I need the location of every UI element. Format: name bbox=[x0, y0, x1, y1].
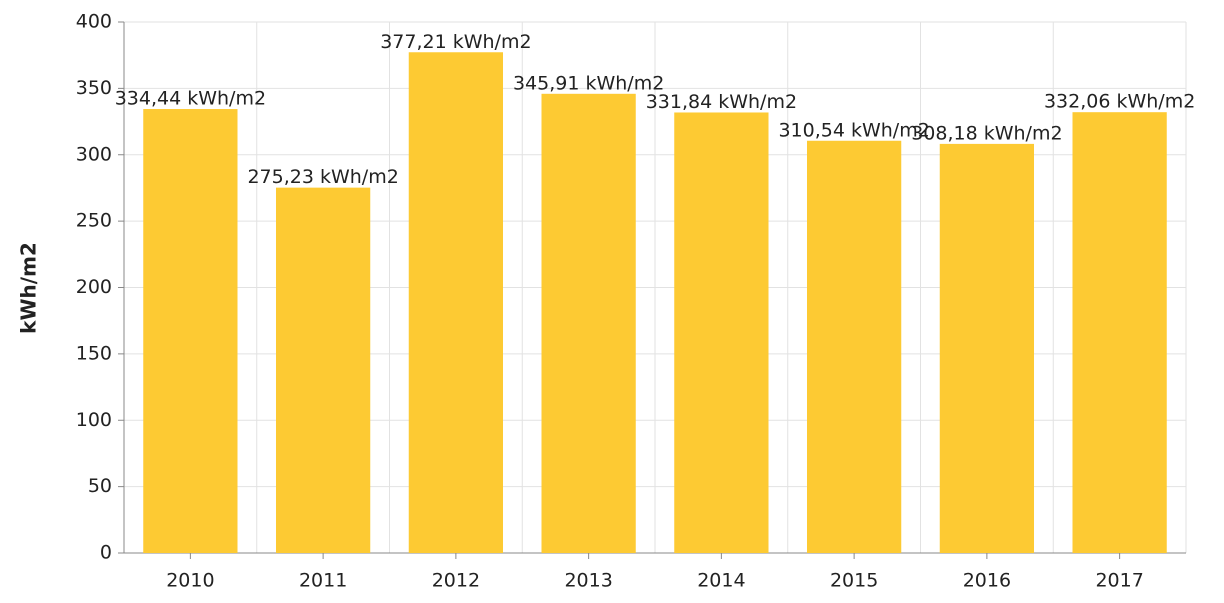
data-label: 332,06 kWh/m2 bbox=[1044, 91, 1195, 113]
y-tick-label: 250 bbox=[76, 210, 112, 232]
x-tick-label: 2011 bbox=[299, 570, 347, 592]
bar bbox=[143, 109, 238, 554]
x-tick-label: 2017 bbox=[1095, 570, 1143, 592]
y-tick-label: 200 bbox=[76, 276, 112, 298]
bar bbox=[408, 52, 504, 553]
x-tick-label: 2013 bbox=[564, 570, 612, 592]
y-axis-label: kWh/m2 bbox=[17, 242, 41, 334]
data-label: 310,54 kWh/m2 bbox=[778, 119, 929, 141]
bar bbox=[1072, 112, 1167, 553]
bar bbox=[806, 140, 902, 553]
x-tick-label: 2014 bbox=[697, 570, 745, 592]
bar bbox=[674, 112, 769, 554]
data-label: 345,91 kWh/m2 bbox=[513, 72, 664, 94]
y-tick-label: 400 bbox=[76, 11, 112, 33]
y-tick-label: 50 bbox=[88, 475, 112, 497]
data-label: 308,18 kWh/m2 bbox=[911, 122, 1062, 144]
bar bbox=[541, 93, 636, 553]
bar bbox=[275, 187, 371, 553]
y-tick-label: 0 bbox=[100, 542, 112, 564]
data-label: 331,84 kWh/m2 bbox=[646, 91, 797, 113]
y-tick-label: 150 bbox=[76, 342, 112, 364]
x-tick-label: 2010 bbox=[166, 570, 214, 592]
y-tick-label: 300 bbox=[76, 143, 112, 165]
bar bbox=[939, 143, 1035, 553]
x-tick-label: 2012 bbox=[432, 570, 480, 592]
y-tick-label: 100 bbox=[76, 409, 112, 431]
data-label: 334,44 kWh/m2 bbox=[115, 88, 266, 110]
x-tick-label: 2015 bbox=[830, 570, 878, 592]
data-label: 275,23 kWh/m2 bbox=[247, 166, 398, 188]
data-label: 377,21 kWh/m2 bbox=[380, 31, 531, 53]
y-tick-label: 350 bbox=[76, 77, 112, 99]
x-tick-label: 2016 bbox=[963, 570, 1011, 592]
